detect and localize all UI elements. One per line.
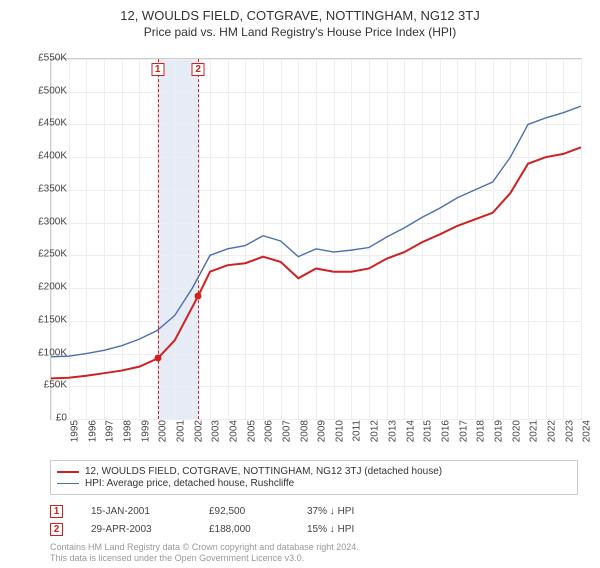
transaction-marker: 2 (50, 523, 63, 536)
transaction-date: 15-JAN-2001 (91, 506, 181, 517)
page-title: 12, WOULDS FIELD, COTGRAVE, NOTTINGHAM, … (0, 8, 600, 23)
x-axis-label: 2008 (299, 420, 310, 442)
x-axis-label: 2010 (334, 420, 345, 442)
transaction-price: £92,500 (209, 506, 279, 517)
x-axis-label: 1998 (122, 420, 133, 442)
x-axis-label: 2023 (564, 420, 575, 442)
transaction-pct-vs-hpi: 37% ↓ HPI (307, 506, 354, 517)
footer-attribution: Contains HM Land Registry data © Crown c… (50, 542, 359, 564)
data-point (154, 355, 161, 362)
page-subtitle: Price paid vs. HM Land Registry's House … (0, 25, 600, 39)
x-axis-label: 2004 (228, 420, 239, 442)
x-axis-label: 2016 (440, 420, 451, 442)
chart-marker: 2 (192, 63, 205, 76)
x-axis-label: 2024 (582, 420, 593, 442)
y-axis-label: £200K (38, 282, 67, 293)
x-axis-label: 1997 (105, 420, 116, 442)
x-axis-label: 2015 (423, 420, 434, 442)
x-axis-label: 2001 (175, 420, 186, 442)
x-axis-label: 2017 (458, 420, 469, 442)
x-axis-label: 2007 (281, 420, 292, 442)
footer-line: Contains HM Land Registry data © Crown c… (50, 542, 359, 553)
transaction-price: £188,000 (209, 524, 279, 535)
x-axis-label: 2000 (158, 420, 169, 442)
transaction-marker: 1 (50, 505, 63, 518)
y-axis-label: £350K (38, 183, 67, 194)
transaction-row: 2 29-APR-2003 £188,000 15% ↓ HPI (50, 520, 354, 538)
chart-marker: 1 (151, 63, 164, 76)
y-axis-label: £450K (38, 118, 67, 129)
x-axis-label: 2009 (317, 420, 328, 442)
x-axis-label: 2011 (351, 420, 362, 442)
legend-label: 12, WOULDS FIELD, COTGRAVE, NOTTINGHAM, … (85, 466, 442, 477)
transaction-row: 1 15-JAN-2001 £92,500 37% ↓ HPI (50, 502, 354, 520)
transaction-date: 29-APR-2003 (91, 524, 181, 535)
y-axis-label: £50K (44, 380, 67, 391)
x-axis-label: 2003 (211, 420, 222, 442)
x-axis-label: 2012 (370, 420, 381, 442)
y-axis-label: £0 (56, 413, 67, 424)
x-axis-label: 2002 (193, 420, 204, 442)
y-axis-label: £250K (38, 249, 67, 260)
x-axis-label: 2019 (493, 420, 504, 442)
legend-item: 12, WOULDS FIELD, COTGRAVE, NOTTINGHAM, … (57, 466, 571, 477)
x-axis-label: 2013 (387, 420, 398, 442)
footer-line: This data is licensed under the Open Gov… (50, 553, 359, 564)
x-axis-label: 1995 (69, 420, 80, 442)
y-axis-label: £550K (38, 53, 67, 64)
y-axis-label: £500K (38, 85, 67, 96)
data-point (195, 292, 202, 299)
legend-swatch (57, 483, 79, 484)
x-axis-label: 2021 (529, 420, 540, 442)
x-axis-label: 1999 (140, 420, 151, 442)
chart-legend: 12, WOULDS FIELD, COTGRAVE, NOTTINGHAM, … (50, 460, 578, 495)
price-chart: 12 (50, 58, 582, 420)
legend-swatch (57, 471, 79, 473)
y-axis-label: £400K (38, 151, 67, 162)
x-axis-label: 1996 (87, 420, 98, 442)
x-axis-label: 2020 (511, 420, 522, 442)
legend-label: HPI: Average price, detached house, Rush… (85, 478, 294, 489)
transaction-pct-vs-hpi: 15% ↓ HPI (307, 524, 354, 535)
x-axis-label: 2005 (246, 420, 257, 442)
y-axis-label: £100K (38, 347, 67, 358)
transaction-table: 1 15-JAN-2001 £92,500 37% ↓ HPI 2 29-APR-2003… (50, 502, 354, 538)
y-axis-label: £150K (38, 314, 67, 325)
legend-item: HPI: Average price, detached house, Rush… (57, 478, 571, 489)
x-axis-label: 2022 (546, 420, 557, 442)
x-axis-label: 2014 (405, 420, 416, 442)
x-axis-label: 2006 (264, 420, 275, 442)
y-axis-label: £300K (38, 216, 67, 227)
x-axis-label: 2018 (476, 420, 487, 442)
